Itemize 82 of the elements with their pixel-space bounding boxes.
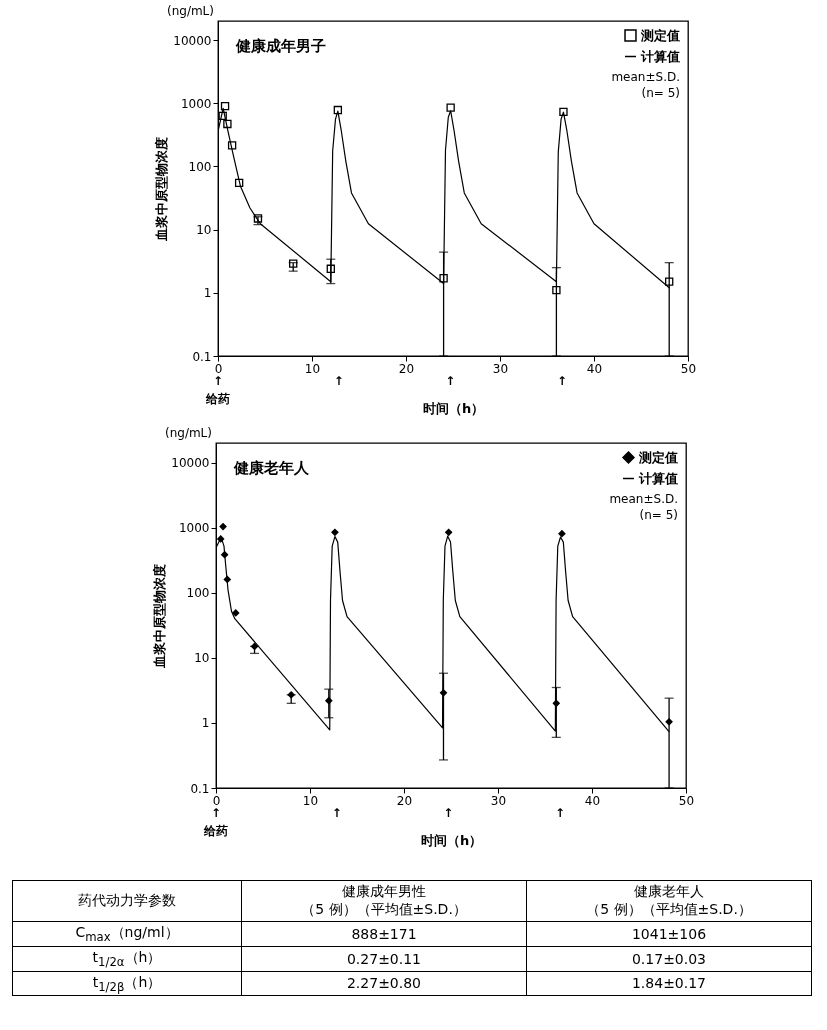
text: 健康成年男性 xyxy=(341,883,427,901)
y-tick-label: 1000 xyxy=(180,96,212,111)
x-tick-label: 10 xyxy=(304,361,321,376)
legend-label: 计算值 xyxy=(640,48,680,64)
x-tick-label: 30 xyxy=(490,793,507,808)
point xyxy=(231,609,240,617)
text: ↑ xyxy=(557,374,568,388)
text: 0.27±0.11 xyxy=(345,950,423,967)
text: （5 例）（平均值±S.D.） xyxy=(300,901,468,919)
x-axis-title: 时间（h） xyxy=(420,832,483,848)
y-tick-label: 10 xyxy=(194,651,210,666)
point xyxy=(665,717,673,726)
annotation: (n= 5) xyxy=(639,508,678,522)
x-tick-label: 50 xyxy=(678,793,695,808)
x-axis-title: 时间（h） xyxy=(422,400,485,416)
text: ↑ xyxy=(331,806,342,820)
point xyxy=(220,101,230,111)
text: （5 例）（平均值±S.D.） xyxy=(585,901,753,919)
annotation: (n= 5) xyxy=(641,86,680,100)
point xyxy=(218,111,227,121)
text: (ng/mL) xyxy=(164,426,212,440)
legend-label: 测定值 xyxy=(638,449,678,465)
text: ↑ 给药 xyxy=(205,374,230,406)
point xyxy=(446,103,455,112)
text: 2.27±0.80 xyxy=(345,975,423,992)
y-tick-label: 100 xyxy=(186,586,210,601)
point xyxy=(333,105,343,115)
text: t$_{1/2α}$（h） xyxy=(91,948,163,969)
y-tick-label: 10000 xyxy=(171,456,210,471)
text: 健康老年人 xyxy=(233,459,310,477)
point xyxy=(552,286,561,295)
text: 1041±106 xyxy=(630,925,708,942)
text: ↑ xyxy=(445,374,456,388)
x-tick-label: 10 xyxy=(302,793,319,808)
x-tick-label: 0 xyxy=(214,361,223,376)
text: 1.84±0.17 xyxy=(630,975,708,992)
point xyxy=(289,259,298,268)
text: 888±171 xyxy=(350,925,418,942)
point xyxy=(223,119,232,129)
point xyxy=(439,274,448,283)
y-tick-label: 10 xyxy=(196,223,212,238)
legend-label: 测定值 xyxy=(640,27,680,43)
x-tick-label: 20 xyxy=(396,793,413,808)
x-tick-label: 30 xyxy=(492,361,509,376)
x-tick-label: 50 xyxy=(680,361,697,376)
text: ↑ xyxy=(555,806,566,820)
x-tick-label: 40 xyxy=(584,793,601,808)
point xyxy=(219,522,227,531)
y-tick-label: 1 xyxy=(203,286,212,301)
x-tick-label: 20 xyxy=(398,361,415,376)
text: 0.17±0.03 xyxy=(630,950,708,967)
point xyxy=(665,277,674,286)
y-tick-label: 0.1 xyxy=(192,349,212,364)
point xyxy=(558,529,566,538)
y-tick-label: 100 xyxy=(188,159,212,174)
y-axis-title: 血浆中原型物浓度 xyxy=(154,137,170,242)
text: ↑ 给药 xyxy=(203,806,228,838)
text: ↑ xyxy=(333,374,344,388)
point xyxy=(326,264,335,273)
point xyxy=(287,690,296,699)
annotation: mean±S.D. xyxy=(609,492,678,506)
y-axis-title: 血浆中原型物浓度 xyxy=(152,564,168,669)
text: C$_{max}$（ng/ml） xyxy=(74,924,180,944)
annotation: mean±S.D. xyxy=(611,70,680,84)
y-tick-label: 10000 xyxy=(173,33,212,48)
text: ↑ xyxy=(443,806,454,820)
text: 健康成年男子 xyxy=(235,37,326,55)
text: 健康老年人 xyxy=(633,883,705,901)
y-tick-label: 1000 xyxy=(178,521,210,536)
point xyxy=(227,141,237,150)
point xyxy=(234,178,244,188)
legend-label: 计算值 xyxy=(638,470,678,486)
point xyxy=(331,528,339,537)
text: (ng/mL) xyxy=(166,4,214,18)
point xyxy=(444,528,453,537)
text: t$_{1/2β}$（h） xyxy=(91,973,163,994)
text: 药代动力学参数 xyxy=(77,892,177,910)
point xyxy=(559,107,568,117)
y-tick-label: 0.1 xyxy=(190,781,210,796)
x-tick-label: 40 xyxy=(586,361,603,376)
x-tick-label: 0 xyxy=(212,793,221,808)
y-tick-label: 1 xyxy=(201,716,210,731)
